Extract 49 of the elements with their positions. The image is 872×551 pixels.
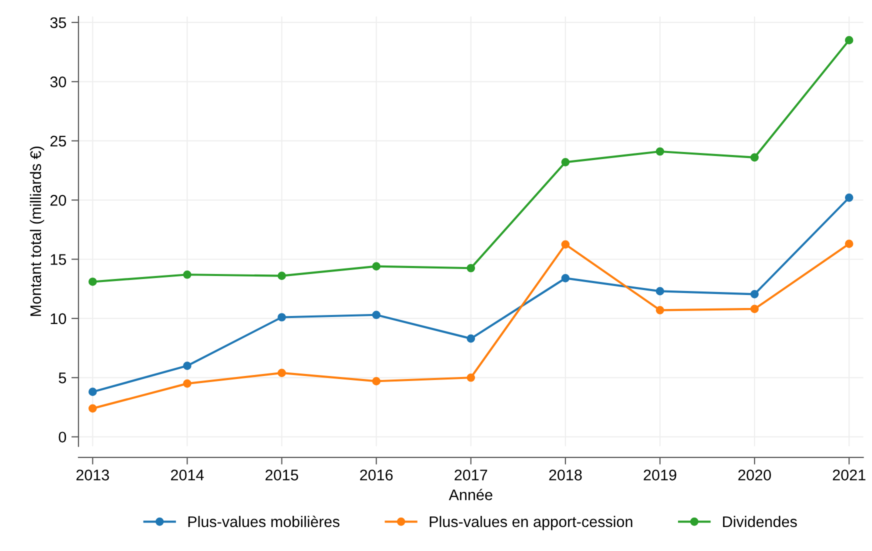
x-tick-label: 2021 <box>832 470 866 480</box>
legend-label: Plus-values en apport-cession <box>430 516 632 530</box>
point <box>656 147 664 156</box>
y-tick-label: 10 <box>50 313 66 324</box>
point <box>561 240 570 249</box>
x-axis-title: Année <box>448 488 492 500</box>
y-axis-title: Montant total (milliards €) <box>30 146 44 316</box>
y-tick-label: 25 <box>50 136 66 147</box>
point <box>183 379 192 388</box>
legend-label: Dividendes <box>723 516 797 528</box>
x-tick-label: 2015 <box>266 470 298 480</box>
y-tick-label: 15 <box>50 254 66 265</box>
x-tick-label: 2020 <box>738 470 771 480</box>
x-tick-label: 2018 <box>549 470 582 480</box>
point <box>844 36 854 44</box>
x-tick-label: 2014 <box>170 470 204 480</box>
point <box>466 334 476 343</box>
point <box>750 290 759 298</box>
point <box>183 362 192 370</box>
point <box>561 274 570 282</box>
point <box>88 404 97 413</box>
point <box>466 373 476 382</box>
point <box>466 264 476 272</box>
point <box>372 310 380 320</box>
point <box>750 304 759 314</box>
point <box>656 287 664 296</box>
legend-label: Plus-values mobilières <box>188 516 340 528</box>
y-tick-label: 20 <box>50 194 66 206</box>
x-tick-label: 2013 <box>76 470 109 480</box>
point <box>372 377 380 386</box>
point <box>656 306 664 314</box>
x-tick-label: 2019 <box>644 470 676 480</box>
y-tick-label: 35 <box>50 17 66 28</box>
point <box>750 153 759 162</box>
point <box>278 313 286 322</box>
point <box>372 262 380 271</box>
point <box>278 272 286 280</box>
point <box>183 270 192 279</box>
point <box>278 368 286 378</box>
x-tick-label: 2016 <box>360 470 393 480</box>
y-tick-label: 30 <box>50 76 66 88</box>
point <box>844 240 854 248</box>
point <box>88 278 97 286</box>
x-tick-label: 2017 <box>454 470 488 480</box>
point <box>561 158 570 166</box>
y-tick-label: 0 <box>58 432 66 443</box>
point <box>88 388 97 396</box>
y-tick-label: 5 <box>58 372 66 384</box>
point <box>844 194 854 202</box>
